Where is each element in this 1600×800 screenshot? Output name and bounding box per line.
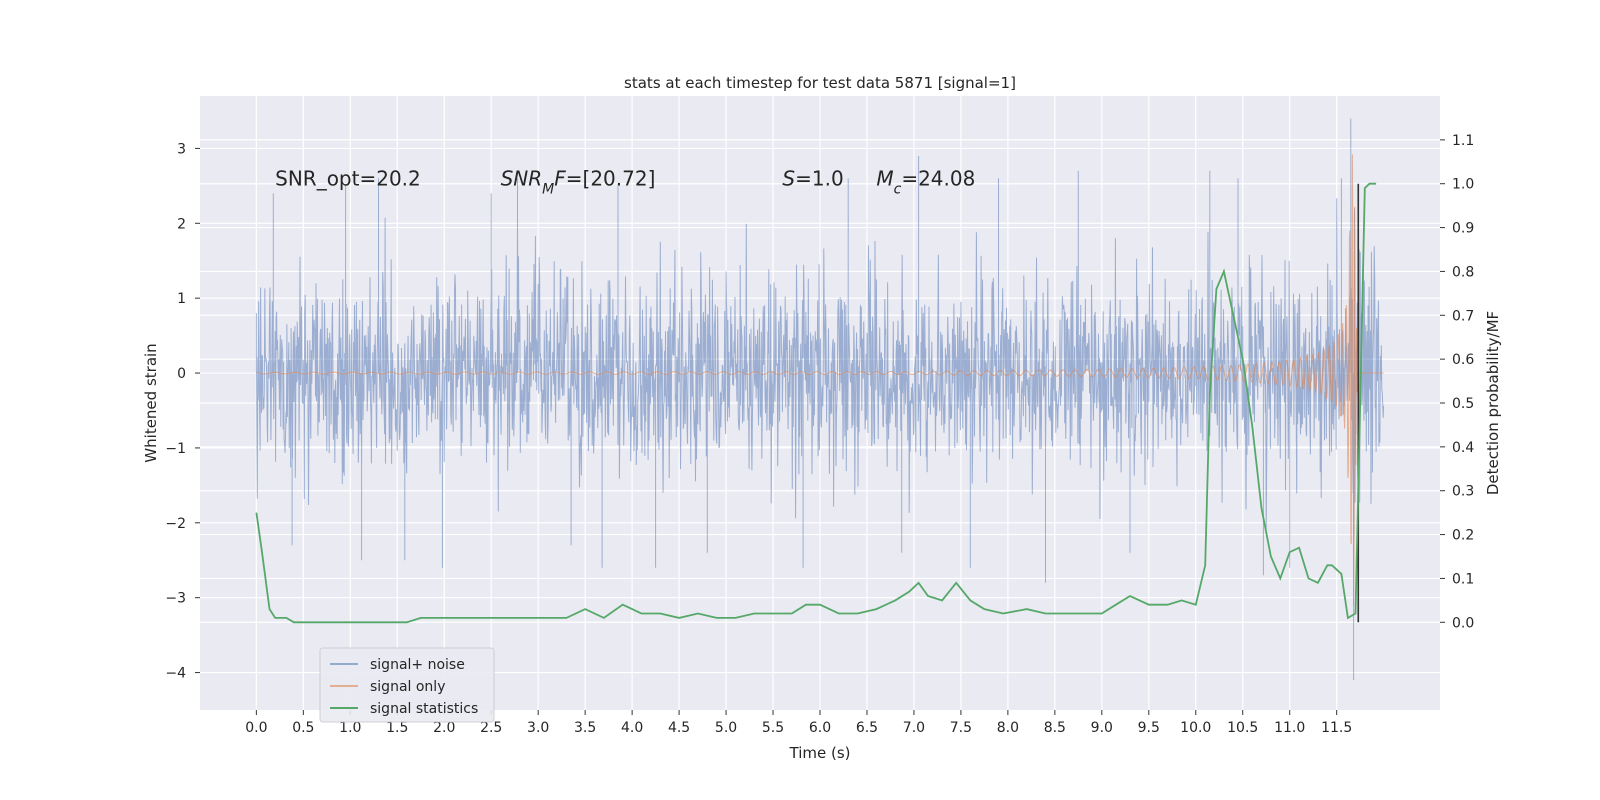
x-tick-label: 11.5 [1321, 720, 1352, 736]
x-tick-label: 4.5 [668, 720, 690, 736]
x-tick-label: 5.0 [715, 720, 737, 736]
legend-label-signal-statistics: signal statistics [370, 701, 478, 717]
x-tick-label: 11.0 [1274, 720, 1305, 736]
series-signal-statistics [255, 182, 1377, 624]
y-tick-label: 0 [177, 366, 186, 382]
annotation-s: S=1.0 [782, 166, 843, 190]
y2-tick-label: 0.3 [1452, 484, 1474, 500]
x-tick-label: 9.0 [1091, 720, 1113, 736]
y-tick-label: −3 [165, 591, 186, 607]
y2-tick-label: 0.1 [1452, 571, 1474, 587]
y2-tick-label: 0.2 [1452, 528, 1474, 544]
series-layer [255, 118, 1385, 680]
x-tick-label: 0.0 [245, 720, 267, 736]
y2-tick-label: 1.0 [1452, 177, 1474, 193]
legend: signal+ noise signal only signal statist… [319, 647, 495, 723]
y2-tick-label: 0.8 [1452, 264, 1474, 280]
y-tick-label: −1 [165, 441, 186, 457]
series-signal-noise [255, 118, 1385, 680]
y2-tick-label: 0.4 [1452, 440, 1474, 456]
x-tick-label: 0.5 [292, 720, 314, 736]
x-tick-label: 8.5 [1044, 720, 1066, 736]
x-axis-label: Time (s) [789, 744, 851, 762]
y2-tick-label: 0.0 [1452, 615, 1474, 631]
x-tick-label: 3.5 [574, 720, 596, 736]
x-tick-label: 10.0 [1180, 720, 1211, 736]
x-tick-label: 3.0 [527, 720, 549, 736]
x-tick-label: 10.5 [1227, 720, 1258, 736]
legend-label-signal-only: signal only [370, 679, 445, 695]
x-tick-label: 6.5 [856, 720, 878, 736]
series-signal-only [256, 154, 1384, 606]
x-tick-label: 1.0 [339, 720, 361, 736]
chart-title: stats at each timestep for test data 587… [624, 74, 1016, 92]
y2-tick-label: 0.5 [1452, 396, 1474, 412]
legend-label-signal-noise: signal+ noise [370, 657, 465, 673]
x-tick-label: 7.5 [950, 720, 972, 736]
x-tick-label: 4.0 [621, 720, 643, 736]
x-tick-label: 5.5 [762, 720, 784, 736]
y-tick-label: 2 [177, 216, 186, 232]
y2-tick-label: 0.7 [1452, 308, 1474, 324]
x-tick-label: 9.5 [1138, 720, 1160, 736]
x-tick-label: 2.5 [480, 720, 502, 736]
y2-tick-label: 0.9 [1452, 221, 1474, 237]
annotations-layer: SNR_opt=20.2 SNRMF=[20.72] S=1.0 Mc=24.08 [275, 166, 975, 197]
y2-tick-label: 1.1 [1452, 133, 1474, 149]
y-tick-label: 3 [177, 141, 186, 157]
y-axis-label: Whitened strain [142, 343, 160, 462]
x-tick-label: 8.0 [997, 720, 1019, 736]
annotation-mc: Mc=24.08 [876, 166, 975, 197]
x-tick-label: 1.5 [386, 720, 408, 736]
x-tick-label: 7.0 [903, 720, 925, 736]
x-tick-label: 2.0 [433, 720, 455, 736]
annotation-snr-opt: SNR_opt=20.2 [275, 166, 421, 190]
x-tick-label: 6.0 [809, 720, 831, 736]
y2-axis-label: Detection probability/MF [1484, 311, 1502, 495]
annotation-snr-mf: SNRMF=[20.72] [501, 166, 656, 197]
ticks-layer: 0.0 0.5 1.0 1.5 2.0 2.5 3.0 3.5 4.0 4.5 5.0 5.5 6.0 6… [165, 133, 1474, 736]
y-tick-label: −2 [165, 516, 186, 532]
y2-tick-label: 0.6 [1452, 352, 1474, 368]
legend-box [319, 647, 495, 723]
y-tick-label: −4 [165, 666, 186, 682]
y-tick-label: 1 [177, 291, 186, 307]
